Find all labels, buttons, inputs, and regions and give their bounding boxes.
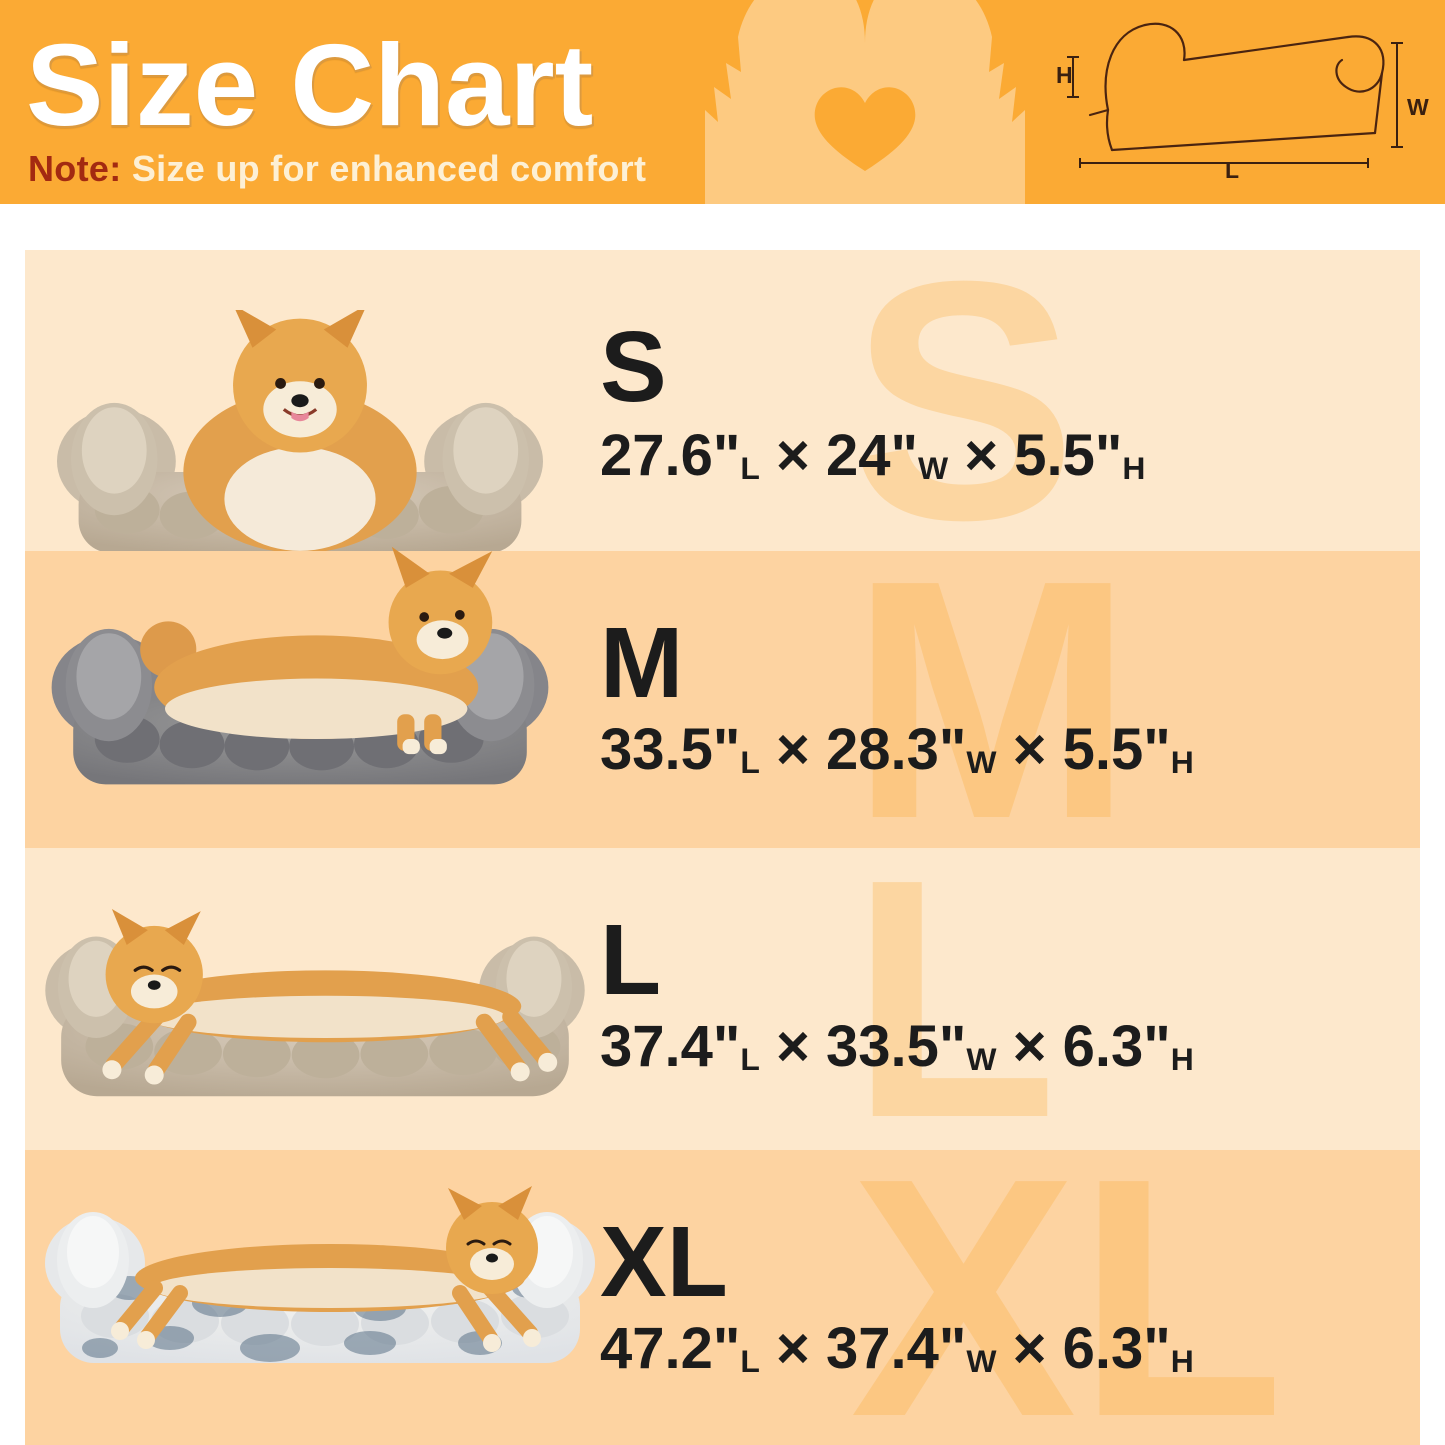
svg-text:H: H [1056,62,1073,88]
svg-text:L: L [1225,157,1239,180]
svg-text:W: W [1407,94,1429,120]
